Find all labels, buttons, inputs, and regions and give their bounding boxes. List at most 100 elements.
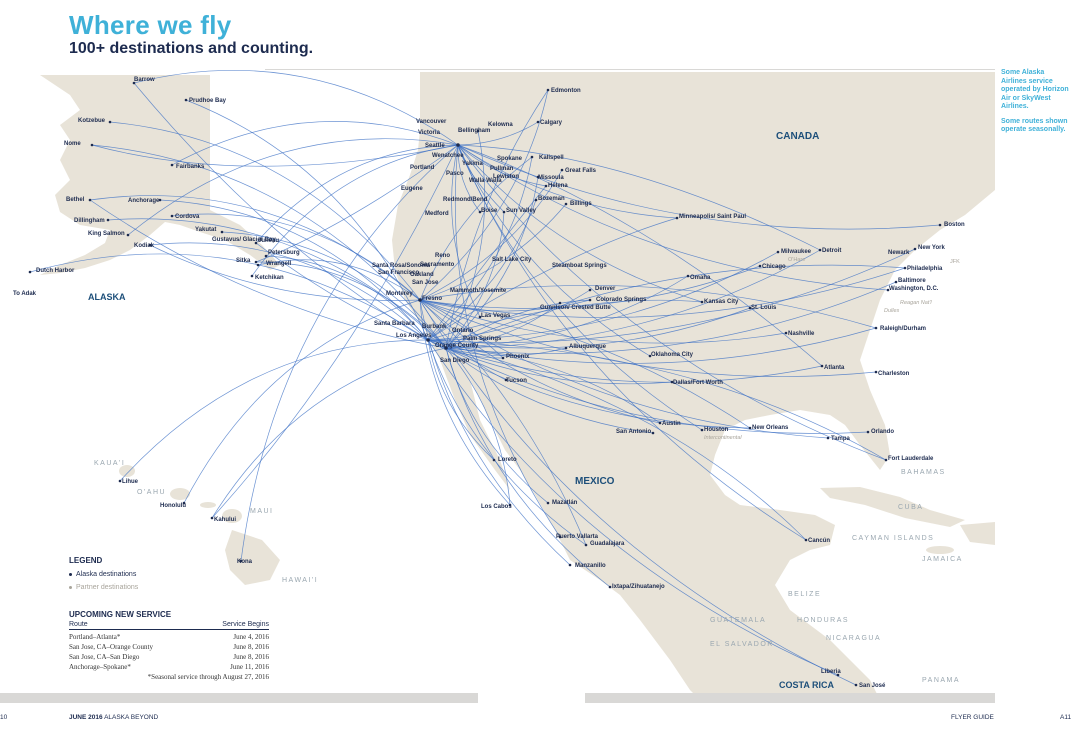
city-fort-lauderdale: Fort Lauderdale	[888, 456, 934, 462]
upcoming-row: Anchorage–Spokane* June 11, 2016	[69, 662, 269, 672]
label-belize: BELIZE	[788, 591, 821, 598]
city-labels: Barrow Prudhoe Bay Kotzebue Nome Fairban…	[13, 77, 965, 689]
city-dot	[748, 426, 752, 430]
city-san-antonio: San Antonio	[616, 429, 651, 435]
city-dutch-harbor: Dutch Harbor	[36, 268, 75, 274]
route-line	[419, 299, 504, 359]
city-vancouver: Vancouver	[416, 119, 447, 125]
route-line	[419, 169, 563, 301]
upcoming-date: June 8, 2016	[233, 643, 269, 651]
city-dot	[106, 218, 110, 222]
route-line	[457, 144, 887, 461]
city-dot	[239, 559, 243, 563]
city-los-angeles: Los Angeles	[396, 333, 432, 339]
city-dot	[501, 356, 505, 360]
route-line	[419, 299, 591, 312]
city-juneau: Juneau	[258, 238, 279, 244]
route-line	[427, 307, 751, 349]
route-line	[457, 144, 807, 541]
city-adak: To Adak	[13, 291, 37, 297]
route-lines	[29, 70, 941, 686]
city-dillingham: Dillingham	[74, 218, 105, 224]
route-line	[457, 144, 547, 187]
upcoming-col-begins: Service Begins	[222, 621, 269, 628]
city-billings: Billings	[570, 201, 592, 207]
city-dot	[700, 428, 704, 432]
route-line	[427, 339, 495, 461]
city-dot	[530, 155, 534, 159]
city-austin: Austin	[662, 421, 681, 427]
city-redmond: Redmond/Bend	[443, 197, 488, 203]
city-missoula: Missoula	[538, 175, 564, 181]
city-ketchikan: Ketchikan	[255, 275, 284, 281]
city-dot	[608, 585, 612, 589]
footer-right-page-number: A11	[1060, 714, 1072, 721]
route-line	[119, 339, 429, 482]
city-dot	[108, 120, 112, 124]
city-palm-springs: Palm Springs	[463, 336, 502, 342]
city-wenatchee: Wenatchee	[432, 153, 464, 159]
city-king-salmon: King Salmon	[88, 231, 125, 237]
city-dot	[250, 274, 254, 278]
route-line	[457, 144, 481, 213]
city-dot	[536, 120, 540, 124]
label-guatemala: GUATEMALA	[710, 617, 766, 624]
city-dot	[504, 378, 508, 382]
city-yakutat: Yakutat	[195, 227, 216, 233]
city-dot	[784, 331, 788, 335]
route-line	[427, 339, 839, 676]
label-maui: MAUI	[250, 508, 274, 515]
route-line	[445, 347, 869, 434]
city-dot	[534, 198, 538, 202]
city-reagan: Reagan Nat'l	[900, 300, 932, 306]
city-dot	[560, 168, 564, 172]
city-los-cabos: Los Cabos	[481, 504, 512, 510]
route-line	[419, 299, 751, 429]
route-line	[427, 299, 703, 341]
city-santa-rosa: Santa Rosa/Sonoma	[372, 263, 431, 269]
city-boston: Boston	[944, 222, 965, 228]
city-spokane: Spokane	[497, 156, 523, 162]
city-edmonton: Edmonton	[551, 88, 581, 94]
route-line	[451, 144, 481, 318]
route-line	[419, 156, 533, 301]
hispaniola-land	[960, 522, 995, 545]
route-line	[427, 339, 751, 429]
city-boise: Boise	[481, 208, 498, 214]
upcoming-row: San Jose, CA–Orange County June 8, 2016	[69, 642, 269, 652]
city-san-jose: San Jose	[412, 280, 439, 286]
city-dulles: Dulles	[884, 308, 900, 314]
city-monterey: Monterey	[386, 291, 413, 297]
label-nicaragua: NICARAGUA	[826, 635, 881, 642]
city-dot	[90, 143, 94, 147]
footer-date-text: JUNE 2016	[69, 714, 103, 721]
city-kalispell: Kalispell	[539, 155, 564, 161]
map-bottom-bar-left	[0, 693, 478, 703]
route-line	[445, 347, 511, 506]
city-dot	[564, 202, 568, 206]
city-petersburg: Petersburg	[268, 250, 300, 256]
city-st-louis: St. Louis	[751, 305, 777, 311]
route-line	[107, 218, 447, 349]
city-dot	[675, 216, 679, 220]
route-line	[427, 327, 877, 364]
legend-row-partner: Partner destinations	[69, 584, 138, 591]
city-medford: Medford	[425, 211, 449, 217]
city-victoria: Victoria	[418, 130, 441, 136]
route-line	[265, 255, 429, 341]
city-dot	[254, 241, 258, 245]
route-line	[419, 89, 549, 301]
route-line	[419, 299, 857, 686]
city-dot	[886, 288, 890, 292]
city-anchorage: Anchorage	[128, 198, 160, 204]
route-line	[251, 144, 459, 277]
city-fresno: Fresno	[422, 296, 442, 302]
route-line	[240, 144, 459, 562]
route-line	[445, 347, 611, 588]
city-dot	[182, 501, 186, 505]
city-gunnison: Gunnison/ Crested Butte	[540, 305, 611, 311]
city-eugene: Eugene	[401, 186, 423, 192]
city-bethel: Bethel	[66, 197, 85, 203]
upcoming-col-route: Route	[69, 621, 88, 628]
route-line	[427, 248, 916, 343]
